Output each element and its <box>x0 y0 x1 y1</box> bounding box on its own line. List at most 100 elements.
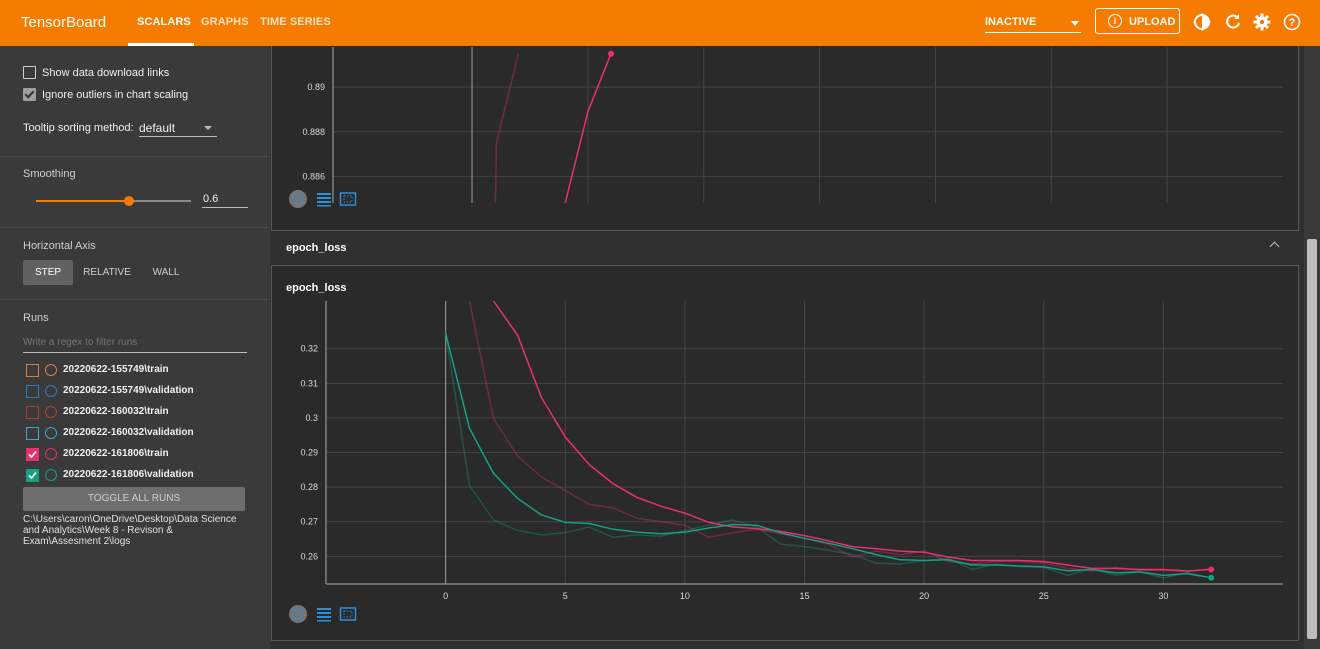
x-tick-label: 15 <box>799 591 809 601</box>
y-tick-label: 0.29 <box>300 448 318 458</box>
x-tick-label: 10 <box>680 591 690 601</box>
fit-domain-icon[interactable] <box>289 605 307 623</box>
info-icon: i <box>1108 14 1122 28</box>
y-tick-label: 0.32 <box>300 344 318 354</box>
smoothing-value: 0.6 <box>203 193 219 205</box>
series-line <box>492 301 1212 572</box>
run-label: 20220622-155749\validation <box>63 385 194 396</box>
y-tick-label: 0.886 <box>302 171 325 181</box>
run-checkbox[interactable] <box>26 385 39 398</box>
main-content: 0 5 10 15 20 25 30 0.886 0.888 0.89 epoch_loss ep… <box>270 46 1304 649</box>
smoothing-slider-thumb[interactable] <box>124 196 134 206</box>
run-row[interactable]: 20220622-161806\validation <box>26 467 266 483</box>
tab-time-series[interactable]: TIME SERIES <box>260 16 331 28</box>
y-tick-label: 0.89 <box>307 82 325 92</box>
y-tick-label: 0.27 <box>300 517 318 527</box>
refresh-icon[interactable] <box>1224 13 1242 31</box>
chart[interactable]: 0 5 10 15 20 25 30 0.26 0.27 0.28 0.29 0.3 0.31 0.32 <box>272 266 1298 606</box>
run-row[interactable]: 20220622-161806\train <box>26 446 266 462</box>
list-icon[interactable] <box>315 190 333 208</box>
chevron-down-icon <box>1071 21 1079 26</box>
top-bar: TensorBoard SCALARS GRAPHS TIME SERIES I… <box>0 0 1320 46</box>
x-tick-label: 30 <box>1158 591 1168 601</box>
series-line <box>444 333 1212 579</box>
x-tick-label: 0 <box>443 591 448 601</box>
list-icon[interactable] <box>315 605 333 623</box>
settings-icon[interactable] <box>1253 13 1271 31</box>
tab-scalars[interactable]: SCALARS <box>137 16 191 28</box>
axis-wall-button[interactable]: WALL <box>152 267 180 278</box>
chevron-down-icon <box>204 126 212 130</box>
run-color-icon[interactable] <box>45 427 57 439</box>
tab-graphs[interactable]: GRAPHS <box>201 16 249 28</box>
axis-relative-button[interactable]: RELATIVE <box>83 267 131 278</box>
smoothing-slider-fill <box>36 200 129 202</box>
run-color-icon[interactable] <box>45 364 57 376</box>
series-raw-line <box>444 333 1212 579</box>
run-checkbox[interactable] <box>26 364 39 377</box>
y-tick-label: 0.888 <box>302 127 325 137</box>
chart-card: epoch_loss 0 5 10 15 20 25 30 0.26 0.27 0.28 0.29 0… <box>271 265 1299 641</box>
help-icon[interactable]: ? <box>1283 13 1301 31</box>
run-checkbox[interactable] <box>26 448 39 461</box>
expand-icon[interactable] <box>339 190 357 208</box>
fit-domain-icon[interactable] <box>289 190 307 208</box>
series-end-point <box>1208 566 1215 573</box>
series-group <box>494 53 612 203</box>
divider <box>0 227 270 228</box>
upload-button[interactable]: i UPLOAD <box>1095 8 1180 34</box>
series-raw-line <box>494 53 520 203</box>
toggle-all-runs-button[interactable]: TOGGLE ALL RUNS <box>23 487 245 511</box>
status-select[interactable]: INACTIVE <box>985 11 1081 33</box>
tooltip-sorting-label: Tooltip sorting method: <box>23 122 134 134</box>
ignore-outliers-label: Ignore outliers in chart scaling <box>42 89 189 101</box>
run-color-icon[interactable] <box>45 385 57 397</box>
run-row[interactable]: 20220622-155749\validation <box>26 383 266 399</box>
run-label: 20220622-161806\validation <box>63 469 194 480</box>
tooltip-sorting-select[interactable]: default <box>139 118 217 137</box>
expand-icon[interactable] <box>339 605 357 623</box>
x-tick-label: 5 <box>563 591 568 601</box>
run-color-icon[interactable] <box>45 406 57 418</box>
run-checkbox[interactable] <box>26 427 39 440</box>
run-checkbox[interactable] <box>26 406 39 419</box>
divider <box>0 156 270 157</box>
svg-text:?: ? <box>1289 17 1296 29</box>
series-end-point <box>1208 574 1215 581</box>
tooltip-sorting-value: default <box>139 121 176 135</box>
runs-heading: Runs <box>23 312 49 324</box>
ignore-outliers-checkbox[interactable] <box>23 88 36 101</box>
scrollbar-thumb[interactable] <box>1307 239 1317 639</box>
x-tick-label: 25 <box>1039 591 1049 601</box>
run-row[interactable]: 20220622-155749\train <box>26 362 266 378</box>
theme-icon[interactable] <box>1193 13 1211 31</box>
run-filter-input[interactable] <box>23 332 247 353</box>
smoothing-input[interactable]: 0.6 <box>202 191 248 208</box>
run-checkbox[interactable] <box>26 469 39 482</box>
series-line <box>564 53 612 203</box>
section-header[interactable]: epoch_loss <box>270 231 1304 265</box>
run-color-icon[interactable] <box>45 469 57 481</box>
active-tab-indicator <box>128 43 194 46</box>
run-row[interactable]: 20220622-160032\train <box>26 404 266 420</box>
scrollbar[interactable] <box>1304 46 1320 649</box>
run-row[interactable]: 20220622-160032\validation <box>26 425 266 441</box>
x-tick-label: 20 <box>919 591 929 601</box>
log-directory: C:\Users\caron\OneDrive\Desktop\Data Sci… <box>23 514 237 547</box>
smoothing-slider[interactable] <box>36 196 191 206</box>
series-group <box>444 301 1212 579</box>
series-raw-line <box>468 301 1212 573</box>
horizontal-axis-heading: Horizontal Axis <box>23 240 96 252</box>
run-label: 20220622-155749\train <box>63 364 169 375</box>
show-download-links-checkbox[interactable] <box>23 66 36 79</box>
run-label: 20220622-160032\validation <box>63 427 194 438</box>
y-tick-label: 0.31 <box>300 378 318 388</box>
smoothing-heading: Smoothing <box>23 168 76 180</box>
series-end-point <box>608 50 615 57</box>
chevron-up-icon[interactable] <box>1269 241 1280 252</box>
run-color-icon[interactable] <box>45 448 57 460</box>
axis-step-button[interactable]: STEP <box>23 260 73 285</box>
chart-title: epoch_loss <box>286 282 347 294</box>
